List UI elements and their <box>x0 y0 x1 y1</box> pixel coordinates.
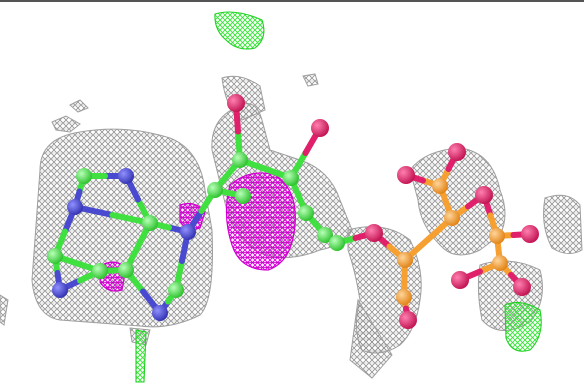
oxygen-atom <box>451 271 469 289</box>
carbon-atom <box>76 168 92 184</box>
oxygen-atom <box>521 225 539 243</box>
nitrogen-atom <box>152 305 168 321</box>
carbon-atom <box>207 182 223 198</box>
carbon-atom <box>142 215 158 231</box>
carbon-atom <box>298 205 314 221</box>
oxygen-atom <box>397 166 415 184</box>
nitrogen-atom <box>67 199 83 215</box>
nitrogen-atom <box>180 224 196 240</box>
carbon-atom <box>444 210 460 226</box>
carbon-atom <box>118 262 134 278</box>
carbon-atom <box>168 282 184 298</box>
oxygen-atom <box>311 119 329 137</box>
oxygen-atom <box>227 94 245 112</box>
oxygen-atom <box>399 311 417 329</box>
carbon-atom <box>232 152 248 168</box>
oxygen-atom <box>365 224 383 242</box>
carbon-atom <box>492 255 508 271</box>
carbon-atom <box>235 188 251 204</box>
green-density-mesh <box>135 11 542 383</box>
atom-layer <box>47 94 539 329</box>
carbon-atom <box>329 235 345 251</box>
nitrogen-atom <box>52 282 68 298</box>
carbon-atom <box>92 263 108 279</box>
carbon-atom <box>396 289 412 305</box>
frame-top-rule <box>0 0 584 2</box>
carbon-atom <box>47 248 63 264</box>
carbon-atom <box>283 170 299 186</box>
oxygen-atom <box>448 143 466 161</box>
carbon-atom <box>432 178 448 194</box>
oxygen-atom <box>513 278 531 296</box>
oxygen-atom <box>475 186 493 204</box>
carbon-atom <box>317 227 333 243</box>
nitrogen-atom <box>118 168 134 184</box>
carbon-atom <box>489 228 505 244</box>
carbon-atom <box>397 252 413 268</box>
